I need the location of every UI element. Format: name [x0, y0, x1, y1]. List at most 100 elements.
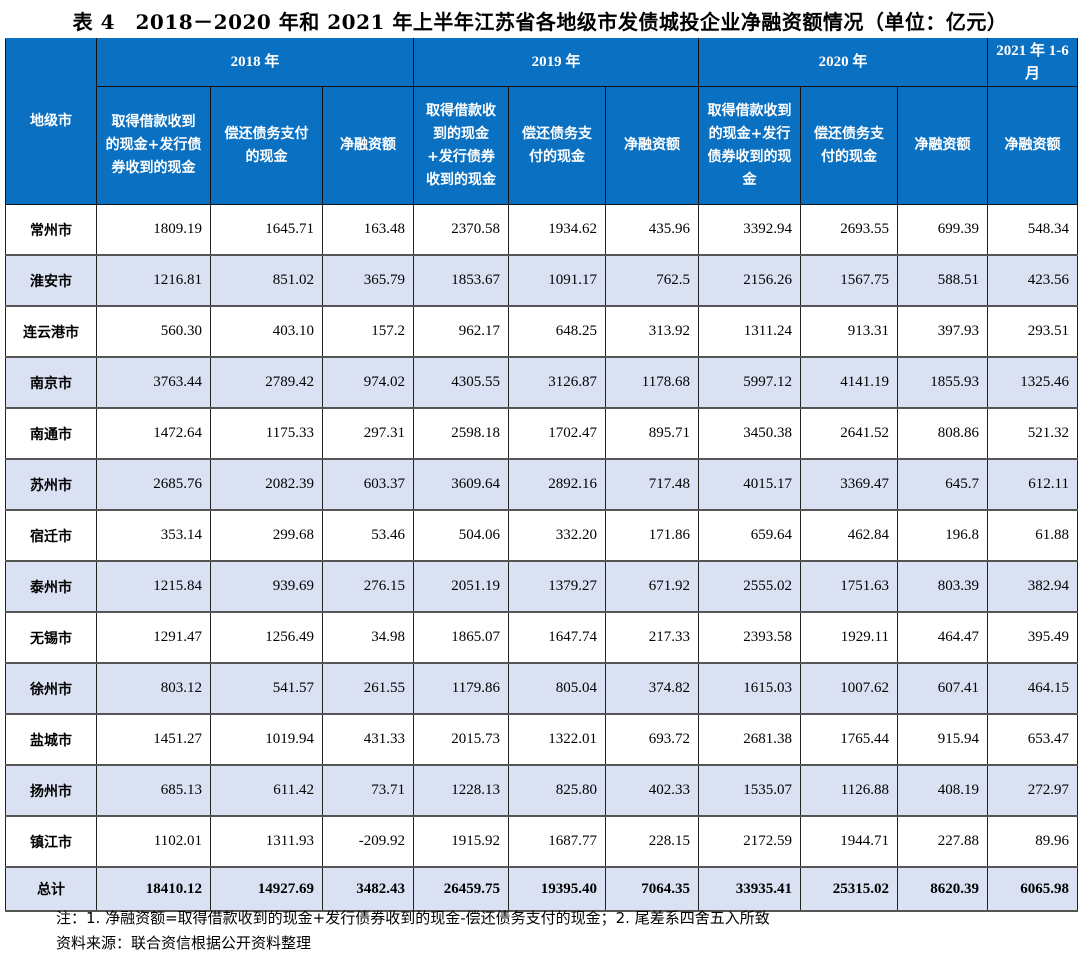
value-cell: 261.55 — [322, 662, 414, 715]
value-cell: 1567.75 — [800, 254, 898, 307]
city-cell: 扬州市 — [5, 764, 97, 817]
value-cell: 34.98 — [322, 611, 414, 664]
header-2018-repay: 偿还债务支付的现金 — [210, 86, 323, 205]
value-cell: 1751.63 — [800, 560, 898, 613]
value-cell: 648.25 — [508, 305, 606, 358]
value-cell: 805.04 — [508, 662, 606, 715]
city-cell: 南京市 — [5, 356, 97, 409]
value-cell: 4015.17 — [698, 458, 801, 511]
header-2018-inflow: 取得借款收到的现金+发行债券收到的现金 — [96, 86, 211, 205]
value-cell: 89.96 — [987, 815, 1078, 868]
value-cell: 671.92 — [605, 560, 699, 613]
table-row: 盐城市 1451.27 1019.94 431.33 2015.73 1322.01 693… — [5, 713, 1078, 766]
value-cell: 171.86 — [605, 509, 699, 562]
value-cell: 408.19 — [897, 764, 988, 817]
value-cell: 227.88 — [897, 815, 988, 868]
value-cell: 3392.94 — [698, 204, 801, 256]
value-cell: 1311.93 — [210, 815, 323, 868]
value-cell: 1102.01 — [96, 815, 211, 868]
value-cell: 699.39 — [897, 204, 988, 256]
value-cell: 504.06 — [413, 509, 509, 562]
value-cell: 53.46 — [322, 509, 414, 562]
value-cell: 33935.41 — [698, 866, 801, 912]
value-cell: 2693.55 — [800, 204, 898, 256]
value-cell: 939.69 — [210, 560, 323, 613]
table-row: 连云港市 560.30 403.10 157.2 962.17 648.25 313.92 1… — [5, 305, 1078, 358]
table-row: 无锡市 1291.47 1256.49 34.98 1865.07 1647.74 217.… — [5, 611, 1078, 664]
table-row: 泰州市 1215.84 939.69 276.15 2051.19 1379.27 671.… — [5, 560, 1078, 613]
value-cell: 521.32 — [987, 407, 1078, 460]
header-year-2021: 2021 年 1-6 月 — [987, 38, 1078, 87]
value-cell: 2598.18 — [413, 407, 509, 460]
value-cell: 1007.62 — [800, 662, 898, 715]
value-cell: 332.20 — [508, 509, 606, 562]
city-cell: 苏州市 — [5, 458, 97, 511]
value-cell: 464.15 — [987, 662, 1078, 715]
value-cell: 14927.69 — [210, 866, 323, 912]
value-cell: 659.64 — [698, 509, 801, 562]
value-cell: 196.8 — [897, 509, 988, 562]
value-cell: 4305.55 — [413, 356, 509, 409]
value-cell: 431.33 — [322, 713, 414, 766]
city-cell: 南通市 — [5, 407, 97, 460]
value-cell: 808.86 — [897, 407, 988, 460]
value-cell: 1216.81 — [96, 254, 211, 307]
value-cell: 1322.01 — [508, 713, 606, 766]
city-cell: 无锡市 — [5, 611, 97, 664]
value-cell: 462.84 — [800, 509, 898, 562]
value-cell: 653.47 — [987, 713, 1078, 766]
value-cell: 685.13 — [96, 764, 211, 817]
value-cell: 1535.07 — [698, 764, 801, 817]
value-cell: 607.41 — [897, 662, 988, 715]
header-2019-net: 净融资额 — [605, 86, 699, 205]
value-cell: 803.12 — [96, 662, 211, 715]
value-cell: 1944.71 — [800, 815, 898, 868]
value-cell: 353.14 — [96, 509, 211, 562]
value-cell: 374.82 — [605, 662, 699, 715]
header-year-2020: 2020 年 — [698, 38, 988, 87]
city-cell: 盐城市 — [5, 713, 97, 766]
value-cell: 3763.44 — [96, 356, 211, 409]
city-cell: 镇江市 — [5, 815, 97, 868]
value-cell: 397.93 — [897, 305, 988, 358]
value-cell: 974.02 — [322, 356, 414, 409]
value-cell: 6065.98 — [987, 866, 1078, 912]
value-cell: 1615.03 — [698, 662, 801, 715]
value-cell: 1929.11 — [800, 611, 898, 664]
value-cell: 217.33 — [605, 611, 699, 664]
net-financing-table: 地级市 2018 年 2019 年 2020 年 2021 年 1-6 月 取得… — [5, 38, 1078, 912]
value-cell: 693.72 — [605, 713, 699, 766]
city-cell: 泰州市 — [5, 560, 97, 613]
value-cell: 1091.17 — [508, 254, 606, 307]
value-cell: 157.2 — [322, 305, 414, 358]
table-note: 注：1. 净融资额=取得借款收到的现金+发行债券收到的现金-偿还债务支付的现金；… — [56, 909, 770, 927]
city-cell: 徐州市 — [5, 662, 97, 715]
value-cell: 1379.27 — [508, 560, 606, 613]
value-cell: 645.7 — [897, 458, 988, 511]
value-cell: 1765.44 — [800, 713, 898, 766]
value-cell: 1451.27 — [96, 713, 211, 766]
table-source: 资料来源：联合资信根据公开资料整理 — [56, 934, 312, 952]
value-cell: 163.48 — [322, 204, 414, 256]
value-cell: 1256.49 — [210, 611, 323, 664]
value-cell: 2370.58 — [413, 204, 509, 256]
city-cell: 常州市 — [5, 204, 97, 256]
value-cell: 228.15 — [605, 815, 699, 868]
table-row: 南通市 1472.64 1175.33 297.31 2598.18 1702.47 895… — [5, 407, 1078, 460]
table-row: 苏州市 2685.76 2082.39 603.37 3609.64 2892.16 717… — [5, 458, 1078, 511]
header-2020-net: 净融资额 — [897, 86, 988, 205]
value-cell: 2015.73 — [413, 713, 509, 766]
city-cell: 总计 — [5, 866, 97, 912]
value-cell: 2681.38 — [698, 713, 801, 766]
value-cell: 8620.39 — [897, 866, 988, 912]
value-cell: 1645.71 — [210, 204, 323, 256]
value-cell: 1178.68 — [605, 356, 699, 409]
header-2021-net: 净融资额 — [987, 86, 1078, 205]
value-cell: 1175.33 — [210, 407, 323, 460]
value-cell: 423.56 — [987, 254, 1078, 307]
value-cell: 18410.12 — [96, 866, 211, 912]
value-cell: 1472.64 — [96, 407, 211, 460]
value-cell: 4141.19 — [800, 356, 898, 409]
value-cell: 1325.46 — [987, 356, 1078, 409]
value-cell: 3482.43 — [322, 866, 414, 912]
